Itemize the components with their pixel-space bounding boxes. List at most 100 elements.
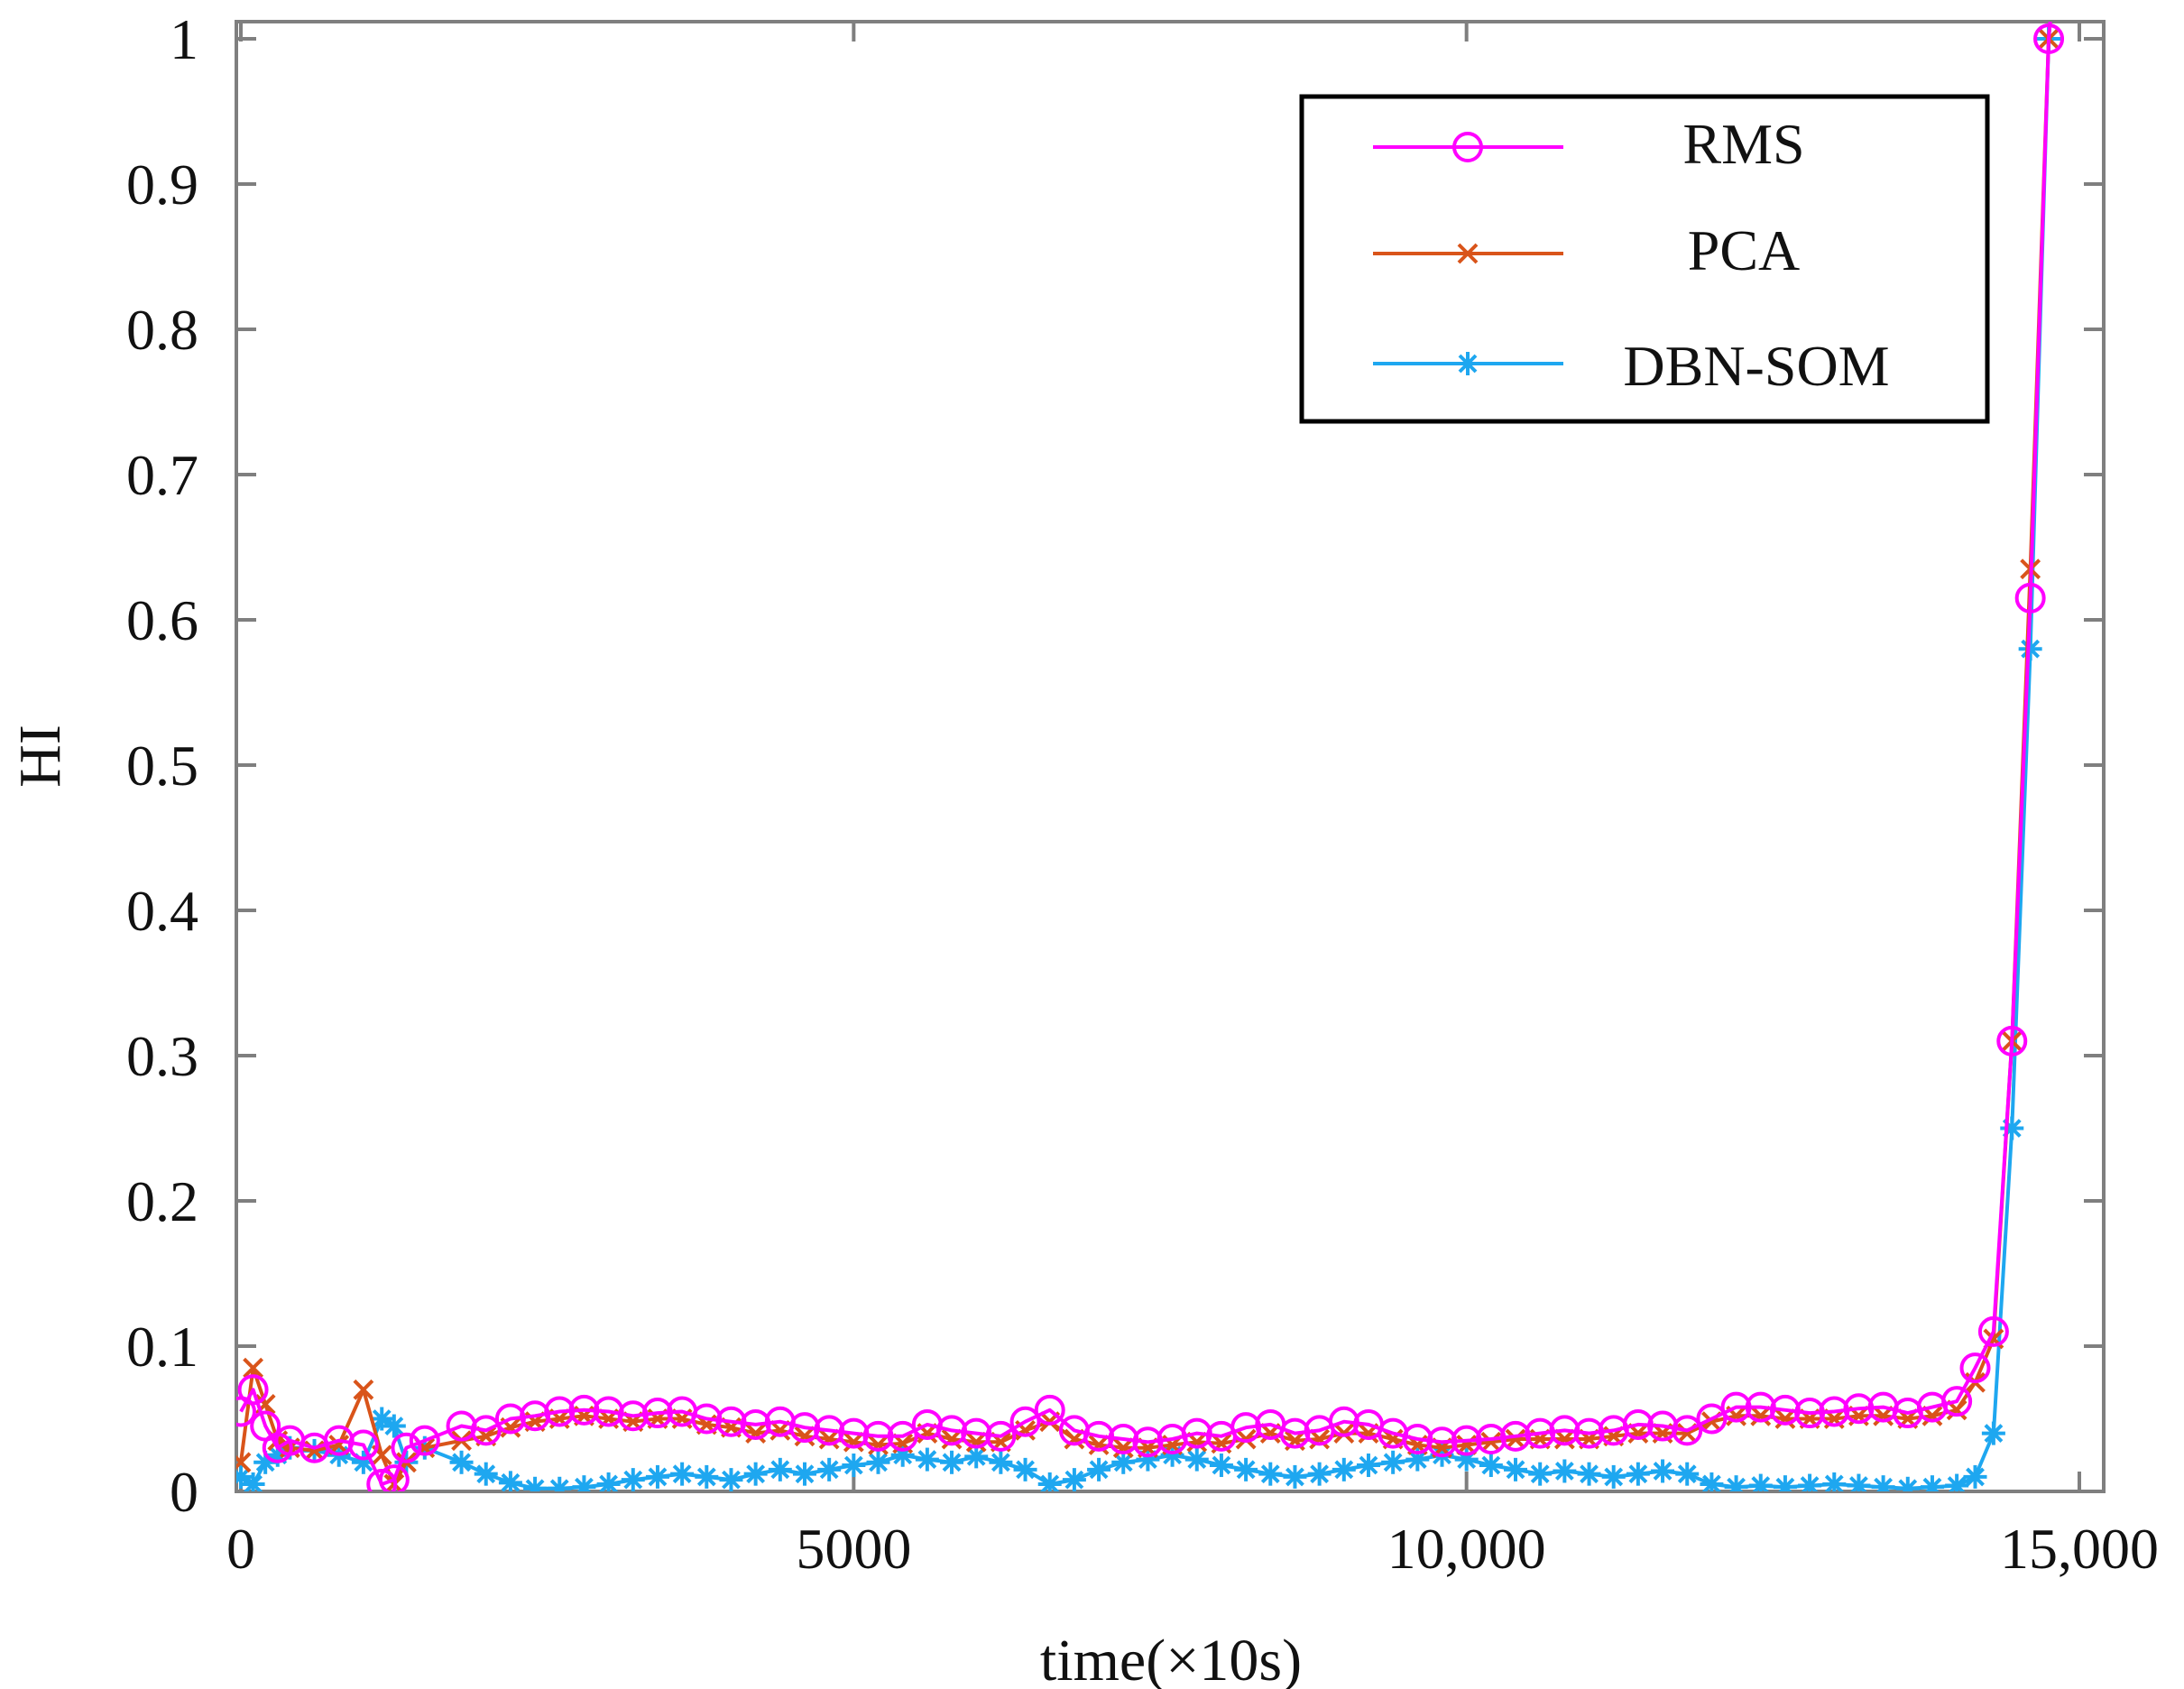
y-tick-label: 0.8 bbox=[126, 298, 198, 362]
data-point-dbn_som bbox=[596, 1472, 621, 1491]
data-point-rms bbox=[1475, 1424, 1507, 1455]
data-point-dbn_som bbox=[1963, 1464, 1987, 1489]
data-point-dbn_som-d2 bbox=[795, 1464, 815, 1484]
data-point-rms bbox=[1451, 1425, 1482, 1456]
data-point-rms bbox=[1696, 1403, 1728, 1435]
data-point-dbn_som bbox=[842, 1454, 866, 1478]
data-point-pca-b bbox=[1505, 1428, 1526, 1450]
data-point-dbn_som bbox=[817, 1457, 842, 1481]
data-point-dbn_som bbox=[1773, 1475, 1797, 1491]
data-point-dbn_som-d2 bbox=[722, 1470, 741, 1490]
data-point-pca-b bbox=[941, 1428, 963, 1450]
data-point-rms bbox=[1996, 1025, 2028, 1057]
data-point-pca bbox=[243, 1357, 264, 1379]
data-point-rms bbox=[1230, 1412, 1262, 1444]
data-point-rms bbox=[936, 1415, 968, 1446]
data-point-dbn_som bbox=[1037, 1472, 1062, 1491]
data-point-dbn_som bbox=[523, 1476, 548, 1491]
data-point-dbn_som-d2 bbox=[991, 1453, 1010, 1472]
data-point-rms bbox=[1009, 1406, 1041, 1437]
data-point-dbn_som-d2 bbox=[1801, 1476, 1820, 1491]
data-point-pca bbox=[1774, 1408, 1796, 1429]
data-point-rms bbox=[2033, 23, 2065, 54]
data-point-pca-b bbox=[1553, 1428, 1575, 1450]
data-point-dbn_som-d2 bbox=[672, 1464, 692, 1484]
data-point-dbn_som-d2 bbox=[1016, 1460, 1035, 1480]
data-point-dbn_som-d2 bbox=[1040, 1474, 1060, 1491]
data-point-rms bbox=[391, 1432, 422, 1463]
data-point-dbn_som-d2 bbox=[942, 1453, 962, 1472]
data-point-pca-b bbox=[371, 1444, 392, 1466]
series-layer bbox=[236, 22, 2065, 1491]
data-point-rms bbox=[691, 1403, 723, 1435]
data-point-dbn_som-d2 bbox=[530, 1479, 545, 1491]
data-point-rms bbox=[1279, 1417, 1311, 1449]
data-point-dbn_som-d2 bbox=[1236, 1460, 1256, 1480]
data-point-dbn_som bbox=[1601, 1464, 1626, 1489]
data-point-dbn_som bbox=[572, 1475, 596, 1491]
data-point-dbn_som bbox=[1981, 1421, 2005, 1445]
x-tick-labels: 0 5000 10,000 15,000 bbox=[226, 1517, 2159, 1581]
data-point-dbn_som-d2 bbox=[476, 1464, 496, 1484]
data-point-dbn_som bbox=[1111, 1450, 1136, 1474]
data-point-rms bbox=[470, 1415, 502, 1446]
data-point-rms bbox=[1328, 1406, 1359, 1437]
data-point-rms bbox=[887, 1420, 918, 1452]
data-point-pca bbox=[868, 1435, 889, 1455]
data-point-dbn_som bbox=[940, 1450, 964, 1474]
data-point-dbn_som bbox=[548, 1476, 572, 1491]
data-point-dbn_som bbox=[915, 1447, 939, 1472]
data-point-pca bbox=[794, 1426, 816, 1447]
data-point-rms bbox=[347, 1429, 379, 1461]
data-point-rms bbox=[838, 1417, 870, 1449]
y-tick-label: 0.9 bbox=[126, 152, 198, 217]
data-point-dbn_som bbox=[498, 1471, 522, 1491]
y-tick-label: 0.4 bbox=[126, 879, 198, 943]
data-point-dbn_som bbox=[1504, 1457, 1528, 1481]
y-tick-labels: 0 0.1 0.2 0.3 0.4 0.5 0.6 0.7 0.8 0.9 1 bbox=[126, 7, 198, 1524]
data-point-dbn_som-d2 bbox=[2021, 639, 2041, 659]
data-point-dbn_som-d2 bbox=[1677, 1464, 1697, 1484]
data-point-rms bbox=[2014, 582, 2046, 614]
plot-frame bbox=[235, 20, 2106, 1493]
data-point-dbn_som bbox=[1479, 1454, 1503, 1478]
data-point-dbn_som bbox=[1087, 1457, 1111, 1481]
data-point-dbn_som bbox=[1675, 1462, 1700, 1486]
data-point-rms bbox=[1573, 1417, 1605, 1449]
data-point-dbn_som-d2 bbox=[1064, 1470, 1084, 1490]
data-point-dbn_som-d2 bbox=[255, 1453, 275, 1472]
data-point-dbn_som bbox=[1847, 1473, 1871, 1491]
data-point-pca bbox=[1553, 1428, 1575, 1450]
data-point-dbn_som-d2 bbox=[244, 1474, 263, 1491]
legend-marker-pca-b bbox=[1457, 243, 1479, 264]
data-point-rms bbox=[788, 1412, 820, 1444]
data-point-rms bbox=[1083, 1420, 1115, 1452]
data-point-dbn_som-d2 bbox=[372, 1409, 392, 1428]
data-point-pca-b bbox=[1627, 1423, 1649, 1444]
data-point-rms bbox=[814, 1415, 845, 1446]
data-point-dbn_som-d2 bbox=[1580, 1464, 1599, 1484]
data-point-rms bbox=[1672, 1415, 1703, 1446]
data-point-dbn_som-d2 bbox=[648, 1467, 668, 1487]
data-point-dbn_som-d2 bbox=[1481, 1455, 1501, 1475]
data-point-dbn_som bbox=[1553, 1459, 1577, 1483]
data-point-pca-b bbox=[965, 1431, 987, 1453]
data-point-dbn_som bbox=[1945, 1473, 1969, 1491]
data-point-rms bbox=[1977, 1315, 2009, 1347]
axis-ticks bbox=[236, 22, 2104, 1493]
data-point-dbn_som-d2 bbox=[384, 1417, 404, 1435]
x-tick-label: 5000 bbox=[796, 1517, 911, 1581]
data-point-dbn_som bbox=[1651, 1459, 1675, 1483]
data-point-dbn_som-d2 bbox=[1701, 1474, 1721, 1491]
data-point-dbn_som-d2 bbox=[501, 1472, 521, 1491]
data-point-dbn_som bbox=[449, 1450, 474, 1474]
y-axis-title: HI bbox=[7, 725, 73, 788]
x-tick-label: 10,000 bbox=[1387, 1517, 1546, 1581]
data-point-rms bbox=[1426, 1426, 1458, 1458]
data-point-rms bbox=[862, 1420, 894, 1452]
data-point-dbn_som-d2 bbox=[917, 1450, 937, 1469]
data-point-pca-b bbox=[500, 1417, 521, 1438]
x-tick-label: 0 bbox=[226, 1517, 255, 1581]
data-point-dbn_som-d2 bbox=[1628, 1464, 1648, 1484]
data-point-pca-b bbox=[243, 1357, 264, 1379]
